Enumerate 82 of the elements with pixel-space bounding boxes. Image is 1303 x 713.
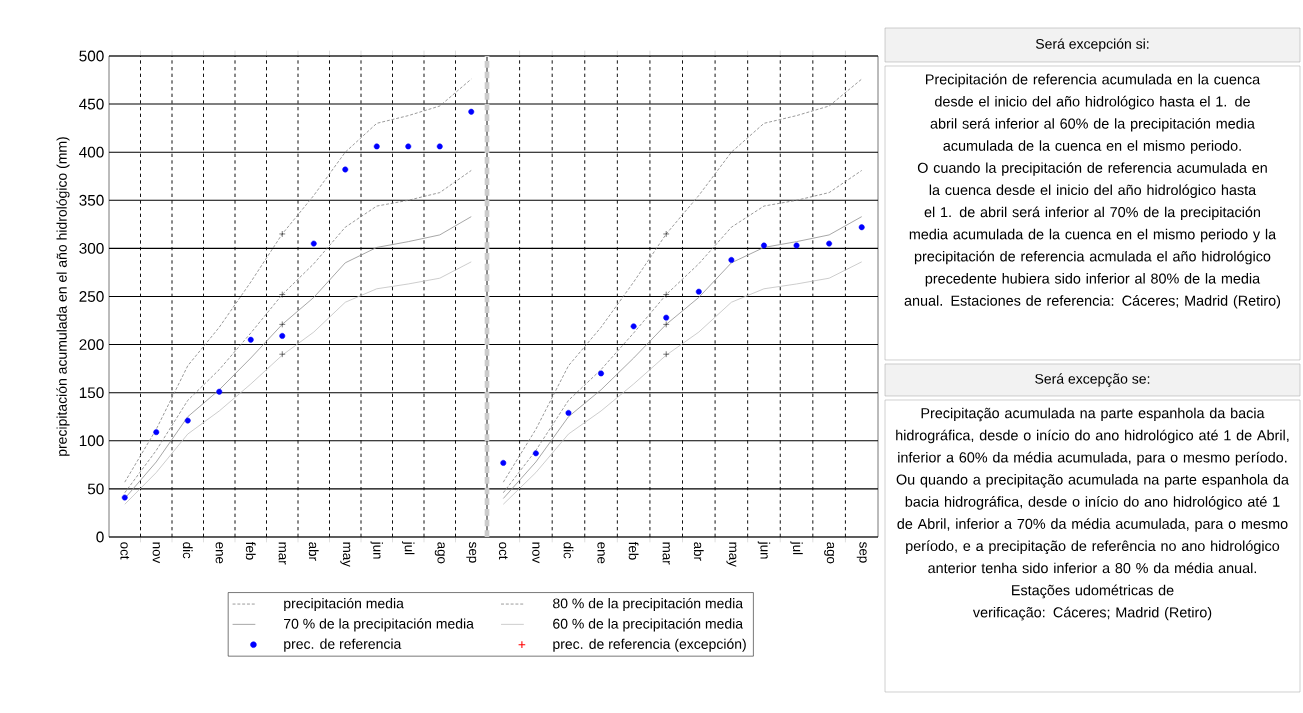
y-tick-label: 0 (96, 531, 104, 543)
y-tick-label: 50 (87, 483, 104, 495)
point (279, 351, 286, 358)
legend-label: prec. de referencia (284, 638, 402, 652)
x-tick-label: abr (308, 542, 319, 561)
text: Será excepción si: (1035, 38, 1149, 52)
legend-label: 70 % de la precipitación media (284, 618, 474, 632)
point (500, 459, 507, 466)
point (279, 230, 286, 238)
text: Será excepção se: (1035, 373, 1150, 387)
y-axis-title: precipitación acumulada en el año hidrológico (mm) (56, 137, 70, 456)
point (663, 230, 670, 238)
point (695, 288, 702, 295)
y-tick-label: 500 (79, 50, 104, 62)
x-tick-label: nov (152, 542, 160, 564)
point (663, 351, 670, 358)
legend-label: 80 % de la precipitación media (553, 597, 744, 612)
point (405, 143, 412, 150)
point (565, 409, 572, 416)
x-tick-label: dic (563, 542, 574, 559)
y-tick-label: 450 (79, 98, 104, 110)
x-tick-label: sep (856, 542, 867, 563)
x-tick-label: oct (498, 542, 508, 560)
point (826, 240, 833, 247)
point (153, 429, 160, 436)
line-series (124, 261, 472, 505)
point (436, 143, 443, 150)
x-tick-label: may (340, 542, 351, 567)
point (858, 224, 865, 231)
point (184, 417, 191, 424)
x-tick-label: nov (532, 542, 540, 564)
point (468, 108, 475, 115)
point (310, 240, 317, 247)
y-tick-label: 350 (79, 194, 104, 206)
text: Precipitação acumulada na parte espanhola da bacia hidrográfica, desde o início do ano hidrológico até 1 de Abril, inferior a 60% da média acumulada, para o mesmo período. Ou quando a precipitação acumulada na parte espanhola da bacia hidrográfica, desde o início do ano hidrológico até 1 de Abril, inferior a 70% da média acumulada, para o mesmo período, e a precipitação de referência no ano hidrológico anterior tenha sido inferior a 80 % da média anual. (896, 407, 1289, 574)
x-tick-label: dic (182, 542, 193, 559)
x-tick-label: ago (824, 542, 835, 564)
x-tick-label: jul (790, 541, 803, 555)
x-tick-label: ene (597, 542, 605, 564)
y-tick-label: 300 (79, 242, 104, 254)
x-tick-label: sep (466, 542, 477, 563)
x-tick-label: jun (370, 541, 383, 559)
x-tick-label: jun (757, 541, 771, 559)
x-tick-label: oct (120, 542, 130, 560)
point (342, 166, 349, 173)
point (761, 242, 767, 249)
point (532, 450, 539, 457)
line-series (124, 78, 472, 483)
text: Precipitación de referencia acumulada en la cuenca desde el inicio del año hidrológico hasta el 1. de abril será inferior al 60% de la precipitación media acumulada de la cuenca en el mismo periodo. (926, 73, 1261, 154)
legend-label: precipitación media (284, 597, 404, 612)
x-tick-label: ene (215, 542, 223, 564)
text: Estações udométricas de verificação: Cáceres; Madrid (Retiro) (972, 584, 1212, 621)
legend-label: 60 % de la precipitación media (553, 618, 744, 632)
point (279, 333, 286, 339)
legend-label: prec. de referencia (excepción) (553, 638, 746, 652)
point (598, 370, 604, 377)
y-tick-label: 400 (79, 146, 104, 158)
point (630, 323, 637, 330)
y-tick-label: 200 (79, 339, 104, 351)
y-tick-label: 150 (79, 387, 104, 399)
point (279, 321, 286, 328)
point (279, 291, 286, 298)
x-tick-label: may (726, 542, 737, 567)
x-tick-label: feb (245, 541, 256, 560)
text: O cuando la precipitación de referencia acumulada en la cuenca desde el inicio del año hidrológico hasta el 1. de abril será inferior al 70% de la precipitación media acumulada de la cuenca en el mismo periodo y la precipitación de referencia acmulada el año hidrológico precedente hubiera sido inferior al 80% de la media anual. Estaciones de referencia: Cáceres; Madrid (Retiro) (904, 162, 1281, 309)
y-tick-label: 100 (79, 435, 104, 447)
point (663, 321, 670, 328)
point (121, 494, 128, 501)
x-tick-label: feb (628, 541, 639, 560)
point (216, 388, 223, 395)
point (793, 242, 800, 249)
point (663, 291, 670, 298)
point (373, 143, 380, 150)
x-tick-label: mar (278, 542, 286, 565)
point (663, 314, 670, 321)
point (247, 336, 254, 343)
point (728, 256, 735, 263)
x-tick-label: ago (434, 542, 445, 564)
x-tick-label: abr (693, 542, 704, 561)
y-tick-label: 250 (79, 291, 104, 302)
x-tick-label: jul (402, 541, 415, 555)
x-tick-label: mar (662, 542, 670, 565)
